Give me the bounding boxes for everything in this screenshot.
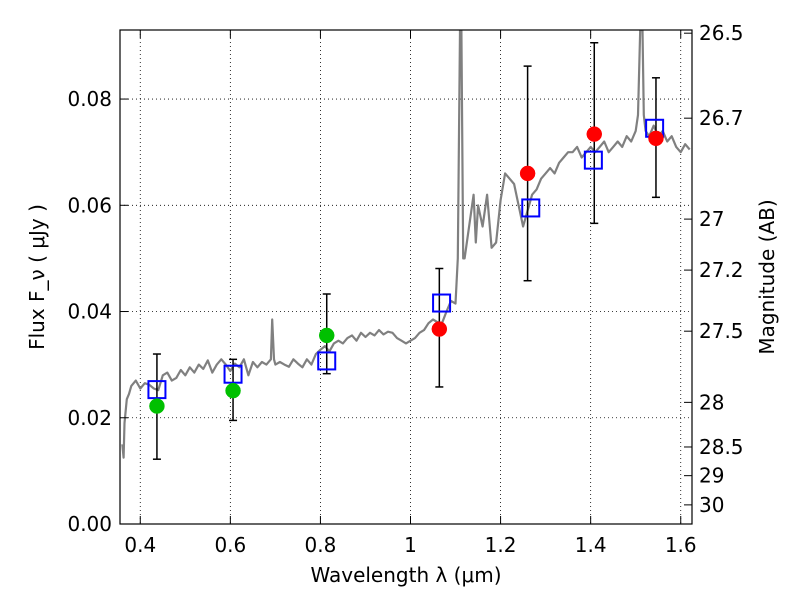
plot-frame [119,29,693,525]
y-tick-label: 0.06 [67,193,112,217]
model-square-marker [432,293,452,313]
right-tick-label: 30 [699,493,724,517]
right-tick-label: 26.7 [699,106,744,130]
x-tick-label: 1.4 [575,533,607,557]
red-data-point [586,126,603,142]
model-square-marker [147,380,167,400]
y-axis-title: Flux F_ν ( μJy ) [25,204,49,350]
y-tick-label: 0.08 [67,87,112,111]
model-square-marker [583,150,603,170]
red-data-point [519,165,536,182]
data-layer [121,30,691,459]
model-square-marker [223,364,243,384]
red-data-point [431,321,448,337]
ticks: 0.4 0.6 0.8 1 1.2 1.4 1.6 0.00 0.02 0.04 0.06 0.08 2… [67,21,743,557]
y-tick-label: 0.02 [67,406,112,430]
green-data-point [318,327,335,344]
right-tick-label: 28.5 [699,435,744,459]
green-data-point [225,382,241,399]
right-tick-label: 26.5 [699,21,744,45]
y-tick-label: 0.04 [67,300,112,324]
y-axis-right-title: Magnitude (AB) [755,199,779,354]
right-tick-label: 29 [699,464,724,488]
x-tick-label: 1.6 [665,533,697,557]
plot-background [120,30,692,524]
x-tick-label: 0.4 [124,533,156,557]
marker-layer [147,41,665,460]
green-data-point [149,398,165,414]
right-tick-label: 28 [699,390,724,414]
right-tick-label: 27.5 [699,319,744,343]
model-square-marker [521,198,541,218]
x-tick-label: 0.6 [214,533,246,557]
right-tick-label: 27.2 [699,258,744,282]
x-tick-label: 1 [404,533,417,557]
red-data-point [648,130,664,147]
x-tick-label: 1.2 [485,533,517,557]
model-square-marker [317,351,337,371]
y-tick-label: 0.00 [67,512,112,536]
spectrum-line [121,30,691,459]
x-tick-label: 0.8 [305,533,337,557]
x-axis-title: Wavelength λ (μm) [310,563,501,587]
right-tick-label: 27 [699,207,724,231]
